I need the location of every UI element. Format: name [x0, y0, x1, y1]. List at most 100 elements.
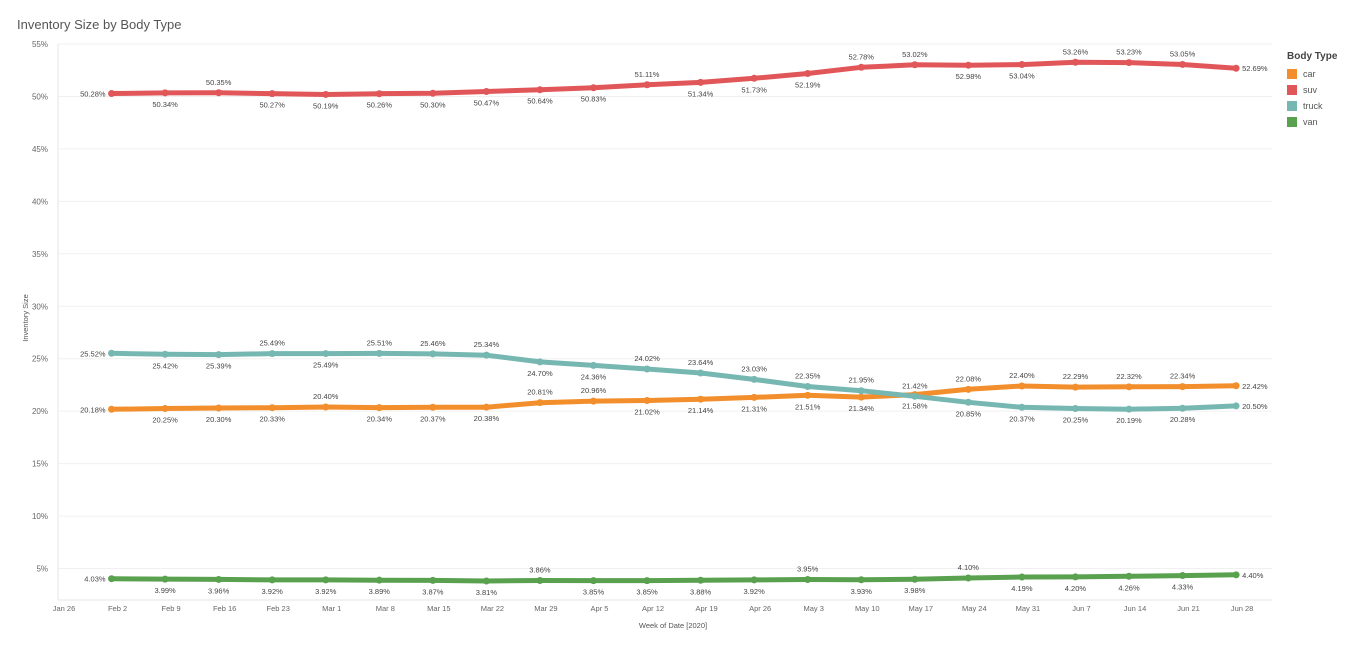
- x-tick-label: Feb 23: [267, 604, 290, 613]
- data-label-car: 22.42%: [1242, 382, 1268, 391]
- data-point-van: [1179, 572, 1187, 580]
- data-label-car: 20.40%: [313, 392, 339, 401]
- data-label-van: 3.89%: [369, 587, 391, 596]
- legend-swatch-van: [1287, 117, 1297, 127]
- data-label-truck: 20.28%: [1170, 415, 1196, 424]
- series-line-suv: [109, 59, 1239, 97]
- x-tick-label: Jun 7: [1072, 604, 1090, 613]
- data-label-van: 4.33%: [1172, 583, 1194, 592]
- data-label-suv: 51.34%: [688, 89, 714, 98]
- x-tick-label: Apr 12: [642, 604, 664, 613]
- legend-item-van[interactable]: van: [1287, 114, 1337, 130]
- data-label-car: 20.30%: [206, 415, 232, 424]
- data-label-car: 22.34%: [1170, 372, 1196, 381]
- data-point-truck: [536, 358, 544, 366]
- data-label-truck: 25.52%: [80, 349, 106, 358]
- data-label-car: 20.96%: [581, 386, 607, 395]
- data-point-car: [268, 404, 276, 412]
- data-point-van: [911, 575, 919, 583]
- data-point-suv: [697, 78, 705, 86]
- data-label-truck: 24.70%: [527, 369, 553, 378]
- data-point-truck: [322, 350, 330, 358]
- x-tick-label: Mar 15: [427, 604, 450, 613]
- data-label-suv: 53.04%: [1009, 72, 1035, 81]
- data-label-suv: 52.78%: [849, 52, 875, 61]
- data-point-truck: [215, 351, 223, 359]
- data-point-car: [590, 397, 597, 405]
- data-label-suv: 50.64%: [527, 97, 553, 106]
- legend-item-car[interactable]: car: [1287, 66, 1337, 82]
- x-tick-label: May 3: [803, 604, 823, 613]
- data-point-suv: [750, 74, 758, 82]
- data-point-van: [750, 576, 758, 584]
- data-point-truck: [1232, 402, 1240, 410]
- data-point-car: [750, 393, 758, 401]
- data-label-car: 21.31%: [741, 404, 767, 413]
- data-label-car: 22.40%: [1009, 371, 1035, 380]
- data-label-suv: 52.98%: [956, 72, 982, 81]
- data-point-car: [1071, 383, 1079, 391]
- data-point-van: [1071, 573, 1079, 581]
- data-point-truck: [1179, 404, 1187, 412]
- x-tick-label: Jan 26: [53, 604, 76, 613]
- x-tick-label: Feb 16: [213, 604, 236, 613]
- data-label-van: 3.98%: [904, 586, 926, 595]
- data-point-suv: [482, 88, 490, 96]
- data-label-truck: 20.37%: [1009, 414, 1035, 423]
- data-point-car: [482, 403, 490, 411]
- legend: Body Type car suv truck van: [1287, 51, 1337, 130]
- legend-label-car: car: [1303, 69, 1316, 79]
- data-point-car: [1125, 383, 1133, 391]
- data-label-car: 22.32%: [1116, 372, 1142, 381]
- data-label-van: 3.81%: [476, 588, 498, 597]
- data-point-van: [1018, 573, 1026, 581]
- data-label-car: 20.81%: [527, 388, 553, 397]
- legend-swatch-suv: [1287, 85, 1297, 95]
- data-point-truck: [268, 350, 276, 358]
- y-tick-label: 5%: [36, 565, 48, 574]
- data-point-suv: [536, 86, 544, 94]
- data-point-van: [161, 575, 169, 583]
- series-line-truck: [109, 350, 1239, 412]
- data-point-truck: [1018, 403, 1026, 411]
- data-label-suv: 50.19%: [313, 101, 339, 110]
- data-point-suv: [215, 89, 223, 97]
- data-point-truck: [375, 349, 383, 357]
- data-label-van: 3.92%: [315, 587, 337, 596]
- data-point-van: [1125, 572, 1133, 580]
- data-point-car: [322, 403, 330, 411]
- data-label-car: 20.38%: [474, 414, 500, 423]
- data-label-truck: 25.49%: [259, 339, 285, 348]
- data-point-truck: [161, 350, 169, 358]
- x-axis-title: Week of Date [2020]: [639, 621, 707, 630]
- legend-swatch-truck: [1287, 101, 1297, 111]
- x-tick-label: Apr 5: [591, 604, 609, 613]
- data-point-van: [322, 576, 330, 584]
- data-point-car: [804, 391, 812, 399]
- data-point-truck: [482, 351, 490, 359]
- data-label-truck: 25.39%: [206, 362, 232, 371]
- data-label-van: 4.20%: [1065, 584, 1087, 593]
- data-label-car: 20.34%: [367, 415, 393, 424]
- data-point-car: [375, 404, 383, 412]
- data-point-car: [429, 403, 437, 411]
- data-label-car: 20.37%: [420, 414, 446, 423]
- data-point-suv: [1179, 60, 1187, 68]
- y-tick-label: 45%: [32, 145, 48, 154]
- data-point-van: [536, 576, 544, 584]
- data-label-car: 21.14%: [688, 406, 714, 415]
- data-label-car: 21.34%: [849, 404, 875, 413]
- legend-item-truck[interactable]: truck: [1287, 98, 1337, 114]
- y-tick-label: 15%: [32, 460, 48, 469]
- data-point-car: [857, 393, 865, 401]
- data-point-van: [1232, 571, 1240, 579]
- data-point-van: [375, 576, 383, 584]
- data-point-van: [964, 574, 972, 582]
- data-label-car: 20.18%: [80, 405, 106, 414]
- legend-item-suv[interactable]: suv: [1287, 82, 1337, 98]
- data-point-suv: [911, 61, 919, 69]
- x-tick-label: Apr 19: [696, 604, 718, 613]
- data-label-van: 4.10%: [958, 563, 980, 572]
- data-label-truck: 25.42%: [152, 361, 178, 370]
- data-point-car: [1232, 382, 1240, 390]
